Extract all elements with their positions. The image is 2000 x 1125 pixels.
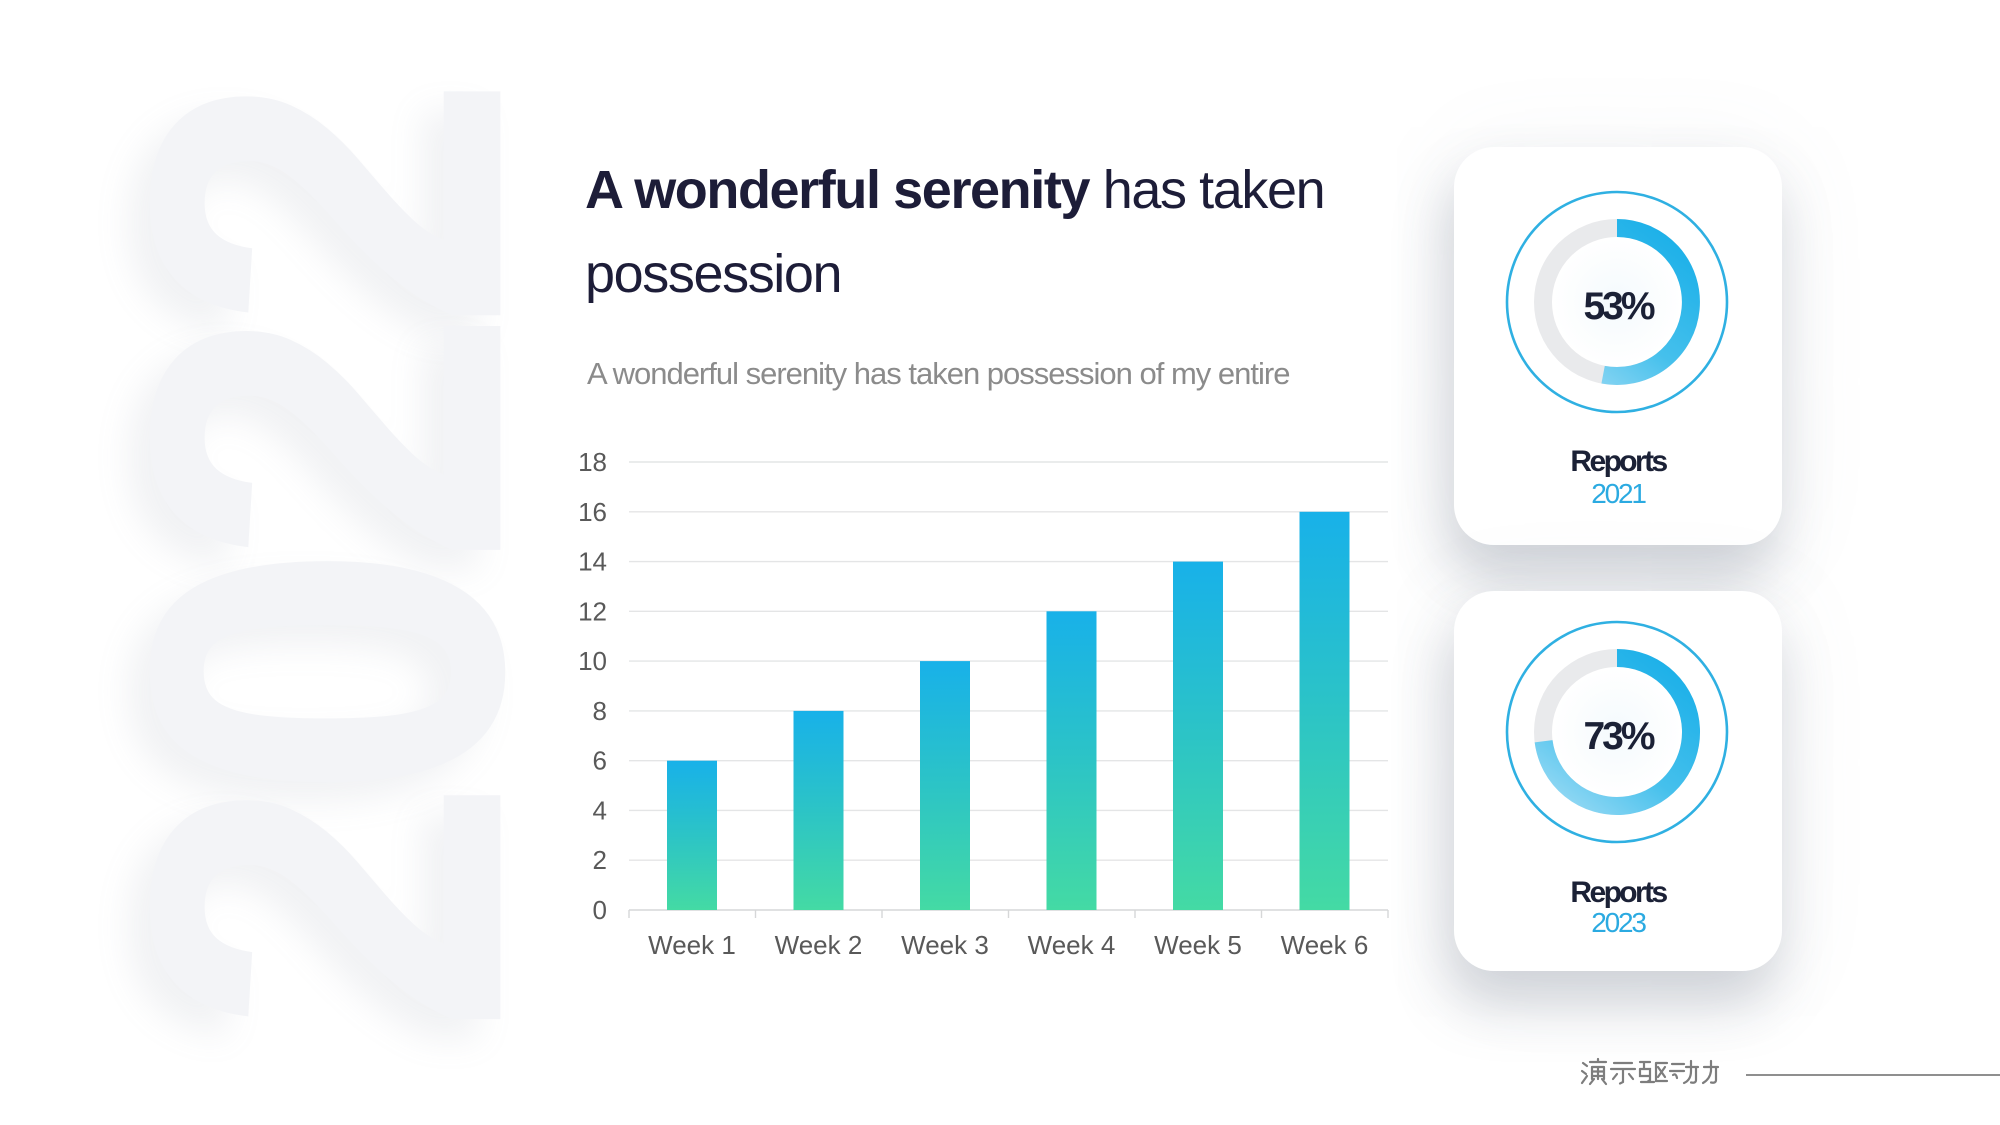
svg-text:Week 6: Week 6: [1281, 930, 1369, 960]
svg-text:6: 6: [593, 746, 607, 776]
svg-text:4: 4: [593, 795, 607, 825]
svg-text:Week 1: Week 1: [648, 930, 736, 960]
svg-text:10: 10: [578, 646, 607, 676]
svg-text:Week 3: Week 3: [901, 930, 989, 960]
svg-text:16: 16: [578, 497, 607, 527]
svg-text:Week 5: Week 5: [1154, 930, 1242, 960]
svg-text:8: 8: [593, 696, 607, 726]
svg-text:Week 4: Week 4: [1028, 930, 1116, 960]
svg-text:Week 2: Week 2: [775, 930, 863, 960]
svg-text:18: 18: [578, 447, 607, 477]
svg-text:14: 14: [578, 547, 607, 577]
svg-text:0: 0: [593, 895, 607, 925]
svg-text:12: 12: [578, 596, 607, 626]
svg-text:2: 2: [593, 845, 607, 875]
